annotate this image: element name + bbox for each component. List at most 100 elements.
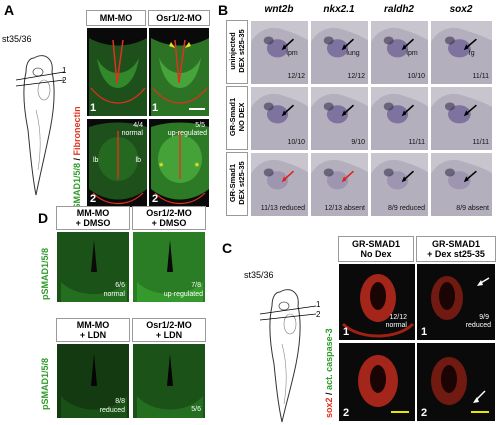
- panel-c-tile-1-note: normal: [385, 322, 407, 329]
- asterisk-icon: *: [159, 161, 164, 173]
- panel-d-tile-4-count: 5/6: [191, 406, 201, 413]
- panel-c-label: C: [222, 240, 233, 256]
- panel-b-tile-count: 8/9 absent: [456, 205, 489, 212]
- panel-b-tile-r1-raldh2: lpm 10/10: [370, 20, 429, 85]
- panel-b-tile-tag: lung: [346, 49, 360, 57]
- panel-d-label: D: [38, 210, 49, 226]
- panel-d-header-mm-dmso: MM-MO + DMSO: [56, 206, 130, 230]
- panel-b-tile-count: 11/11: [472, 73, 489, 80]
- panel-a-tile-4: 5/5 up-regulated * * 2: [148, 118, 210, 208]
- panel-b-tile-count: 11/13 reduced: [260, 205, 305, 212]
- panel-b-tile-tag: fg: [468, 49, 475, 57]
- panel-b-gene-sox2: sox2: [449, 4, 473, 15]
- panel-c-tile-3-num: 2: [343, 407, 350, 419]
- panel-d-ylabel-top: pSMAD1/5/8: [40, 247, 50, 300]
- panel-d-tile-2-note: up-regulated: [163, 291, 203, 298]
- panel-d-tile-3-count: 8/8: [115, 398, 125, 405]
- panel-c-ylabel: sox2 / act. caspase-3: [324, 328, 334, 418]
- panel-d-tile-1-note: normal: [103, 291, 125, 298]
- panel-d-tile-osr-dmso: 7/8 up-regulated: [132, 231, 206, 303]
- panel-b-gene-nkx21: nkx2.1: [323, 4, 355, 15]
- panel-c-tile-2-note: reduced: [465, 322, 491, 329]
- panel-b-gene-wnt2b: wnt2b: [264, 4, 294, 15]
- panel-a-tile-1-num: 1: [90, 102, 97, 114]
- panel-b-tile-tag: lpm: [286, 49, 298, 57]
- panel-a-stage-label: st35/36: [2, 34, 32, 44]
- panel-d-header-osr-ldn: Osr1/2-MO + LDN: [132, 318, 206, 342]
- panel-d-tile-1-count: 6/6: [115, 282, 125, 289]
- panel-c-tile-4-num: 2: [421, 407, 428, 419]
- panel-c-section-mark-2: 2: [316, 310, 321, 319]
- panel-c-header-nodex: GR-SMAD1 No Dex: [338, 236, 414, 262]
- panel-a-col-header-mm: MM-MO: [86, 10, 146, 26]
- panel-b-tile-count: 11/11: [472, 139, 489, 146]
- panel-b-tile-r1-nkx21: lung 12/12: [310, 20, 369, 85]
- panel-b-row-label-2: [226, 86, 248, 150]
- panel-a-tile-2: 1: [148, 27, 210, 117]
- panel-b-row-label-1: [226, 20, 248, 84]
- panel-a-tile-3: 4/4 normal lb lb 2: [86, 118, 148, 208]
- panel-b-label: B: [218, 2, 229, 18]
- panel-b-tile-r2-raldh2: 11/11: [370, 86, 429, 151]
- panel-c-scale-bar-2: [471, 411, 489, 413]
- panel-a-tile-3-num: 2: [90, 193, 97, 205]
- panel-b-gene-raldh2: raldh2: [383, 4, 414, 15]
- panel-a-ylabel: pSMAD1/5/8 / Fibronectin: [72, 106, 82, 215]
- panel-a-tile-2-num: 1: [152, 102, 159, 114]
- panel-a-section-mark-1: 1: [62, 66, 67, 75]
- panel-c-scale-bar-1: [391, 411, 409, 413]
- panel-a-tile-3-count: 4/4: [133, 122, 143, 129]
- panel-d-tile-2-count: 7/8: [191, 282, 201, 289]
- panel-d-tile-mm-dmso: 6/6 normal: [56, 231, 130, 303]
- panel-d-ylabel-bottom: pSMAD1/5/8: [40, 357, 50, 410]
- panel-b-tile-r1-wnt2b: lpm 12/12: [250, 20, 309, 85]
- panel-b-tile-count: 12/13 absent: [324, 205, 365, 212]
- panel-b-tile-count: 9/10: [351, 139, 365, 146]
- panel-b-row-label-1-text: uninjected DEX st25-35: [228, 29, 246, 73]
- panel-b-tile-r2-nkx21: 9/10: [310, 86, 369, 151]
- panel-b-tile-tag: lpm: [406, 49, 418, 57]
- panel-a-tile-4-note: up-regulated: [167, 130, 207, 137]
- panel-d-tile-mm-ldn: 8/8 reduced: [56, 343, 130, 419]
- panel-c-tile-2: 9/9 reduced 1: [416, 263, 496, 341]
- panel-c-tile-2-num: 1: [421, 326, 428, 338]
- panel-c-tile-4: 2: [416, 342, 496, 422]
- panel-d-header-osr-dmso: Osr1/2-MO + DMSO: [132, 206, 206, 230]
- panel-c-tile-1-count: 12/12: [389, 314, 407, 321]
- panel-a-tile-3-mark-lb-left: lb: [93, 157, 99, 164]
- panel-a-section-mark-2: 2: [62, 76, 67, 85]
- panel-a-tile-4-count: 5/5: [195, 122, 205, 129]
- panel-b-tile-r2-wnt2b: 10/10: [250, 86, 309, 151]
- panel-b-tile-r3-raldh2: 8/9 reduced: [370, 152, 429, 217]
- panel-c-header-dex: GR-SMAD1 + Dex st25-35: [416, 236, 496, 262]
- panel-b-tile-r1-sox2: fg 11/11: [430, 20, 493, 85]
- panel-c-tile-1: 12/12 normal 1: [338, 263, 416, 341]
- panel-b-row-label-3: [226, 152, 248, 216]
- panel-a-scale-bar: [189, 108, 205, 110]
- panel-b-tile-count: 12/12: [287, 73, 305, 80]
- panel-c-tile-3: 2: [338, 342, 416, 422]
- panel-b-tile-count: 10/10: [407, 73, 425, 80]
- panel-d-tile-3-note: reduced: [99, 407, 125, 414]
- panel-b-tile-count: 12/12: [347, 73, 365, 80]
- panel-b-row-label-2-text: GR-Smad1 NO DEX: [228, 97, 246, 137]
- panel-c-tile-2-count: 9/9: [479, 314, 489, 321]
- panel-b-tile-count: 10/10: [287, 139, 305, 146]
- panel-b-tile-r3-nkx21: 12/13 absent: [310, 152, 369, 217]
- panel-a-col-header-osr: Osr1/2-MO: [148, 10, 210, 26]
- panel-b-tile-count: 8/9 reduced: [388, 205, 425, 212]
- panel-b-tile-r3-wnt2b: 11/13 reduced: [250, 152, 309, 217]
- panel-b-tile-r2-sox2: 11/11: [430, 86, 493, 151]
- panel-b-row-label-3-text: GR-Smad1 DEX st25-35: [228, 161, 246, 205]
- panel-a-tile-1: 1: [86, 27, 148, 117]
- panel-a-tile-4-num: 2: [152, 193, 159, 205]
- panel-c-stage-label: st35/36: [244, 270, 274, 280]
- panel-d-header-mm-ldn: MM-MO + LDN: [56, 318, 130, 342]
- panel-a-tile-3-mark-lb-right: lb: [135, 157, 141, 164]
- panel-a-label: A: [4, 2, 15, 18]
- panel-c-tile-1-num: 1: [343, 326, 350, 338]
- panel-c-section-mark-1: 1: [316, 300, 321, 309]
- panel-b-tile-count: 11/11: [408, 139, 425, 146]
- panel-d-tile-osr-ldn: 5/6: [132, 343, 206, 419]
- panel-b-tile-r3-sox2: 8/9 absent: [430, 152, 493, 217]
